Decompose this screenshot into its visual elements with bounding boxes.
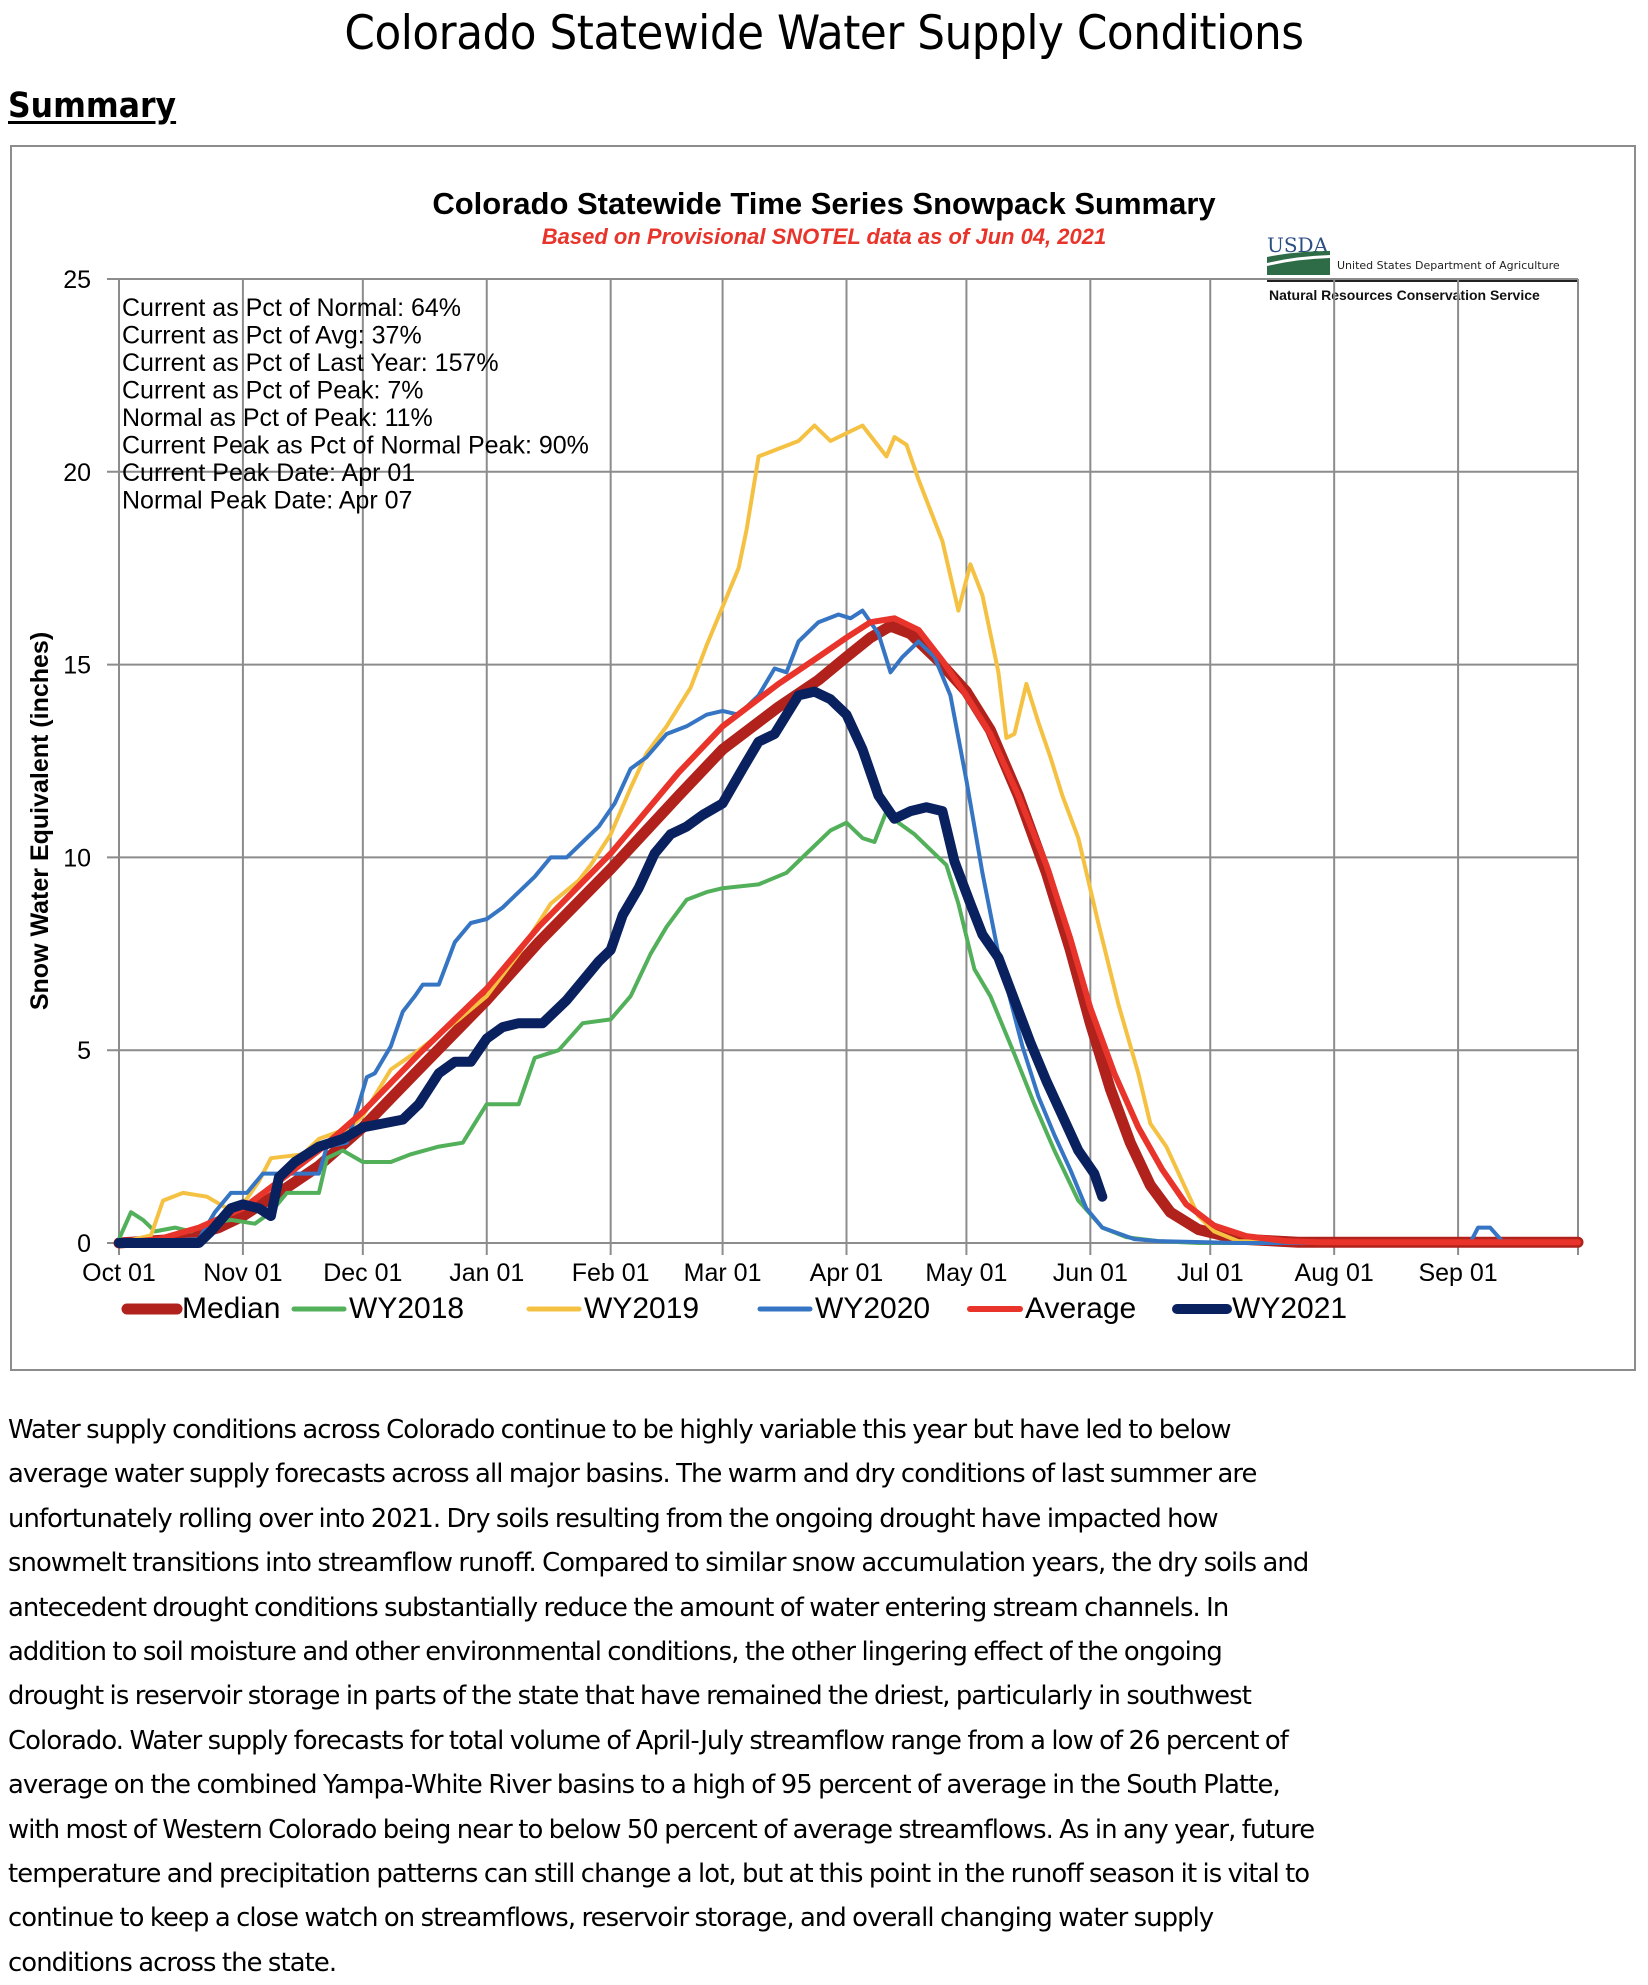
- chart-legend: Median WY2018 WY2019 WY2020 Average WY2021: [121, 1292, 1347, 1325]
- series-line-median: [113, 620, 1584, 1249]
- y-tick-label: 20: [63, 459, 91, 487]
- x-tick-label: Jan 01: [449, 1259, 524, 1287]
- usda-agency-name: United States Department of Agriculture: [1337, 259, 1560, 272]
- stat-line: Current Peak Date: Apr 01: [122, 459, 415, 487]
- paragraph-line: addition to soil moisture and other envi…: [8, 1637, 1223, 1668]
- y-tick-label: 0: [77, 1230, 91, 1258]
- x-tick-label: Aug 01: [1295, 1259, 1374, 1287]
- chart-title: Colorado Statewide Time Series Snowpack …: [432, 186, 1216, 221]
- series-line-wy2018: [117, 809, 1580, 1245]
- paragraph-line: drought is reservoir storage in parts of…: [8, 1681, 1252, 1712]
- series-line-wy2021: [114, 686, 1108, 1248]
- paragraph-line: Water supply conditions across Colorado …: [8, 1415, 1232, 1445]
- stat-line: Current Peak as Pct of Normal Peak: 90%: [122, 432, 589, 460]
- chart-canvas: Colorado Statewide Time Series Snowpack …: [26, 186, 1584, 1325]
- nrcs-service-name: Natural Resources Conservation Service: [1269, 287, 1540, 303]
- usda-field-icon: [1267, 258, 1330, 275]
- paragraph-line: Colorado. Water supply forecasts for tot…: [8, 1725, 1289, 1756]
- x-tick-label: May 01: [925, 1259, 1007, 1287]
- stat-line: Current as Pct of Last Year: 157%: [122, 349, 499, 377]
- paragraph-line: antecedent drought conditions substantia…: [8, 1592, 1229, 1623]
- stat-line: Current as Pct of Normal: 64%: [122, 294, 461, 322]
- y-tick-label: 10: [63, 844, 91, 872]
- chart-grid: [107, 278, 1579, 1255]
- x-tick-label: Jun 01: [1053, 1259, 1128, 1287]
- legend-label-wy2018: WY2018: [349, 1292, 464, 1325]
- y-axis-ticks: 0 5 10 15 20 25: [63, 266, 91, 1258]
- document-title: Colorado Statewide Water Supply Conditio…: [344, 6, 1304, 61]
- x-tick-label: Feb 01: [572, 1259, 650, 1287]
- paragraph-line: conditions across the state.: [8, 1947, 337, 1978]
- snowpack-chart: Colorado Statewide Time Series Snowpack …: [10, 145, 1636, 1371]
- x-tick-label: Apr 01: [810, 1259, 884, 1287]
- x-tick-label: Sep 01: [1418, 1259, 1497, 1287]
- legend-label-average: Average: [1025, 1292, 1136, 1325]
- legend-label-wy2021: WY2021: [1232, 1292, 1347, 1325]
- paragraph-line: with most of Western Colorado being near…: [8, 1814, 1315, 1845]
- stat-line: Normal as Pct of Peak: 11%: [122, 404, 433, 432]
- legend-label-median: Median: [182, 1292, 280, 1325]
- y-axis-title: Snow Water Equivalent (inches): [26, 632, 54, 1010]
- stat-line: Current as Pct of Avg: 37%: [122, 322, 422, 350]
- x-tick-label: Mar 01: [684, 1259, 762, 1287]
- paragraph-line: average on the combined Yampa-White Rive…: [8, 1770, 1281, 1801]
- y-tick-label: 15: [63, 652, 91, 680]
- paragraph-line: average water supply forecasts across al…: [8, 1459, 1257, 1490]
- paragraph-line: continue to keep a close watch on stream…: [8, 1903, 1214, 1934]
- x-tick-label: Dec 01: [323, 1259, 402, 1287]
- paragraph-line: unfortunately rolling over into 2021. Dr…: [8, 1503, 1219, 1534]
- usda-field-stripe-icon: [1267, 251, 1330, 263]
- x-tick-label: Nov 01: [203, 1259, 282, 1287]
- x-tick-label: Oct 01: [82, 1259, 156, 1287]
- series-line-wy2020: [117, 608, 1580, 1245]
- stat-line: Normal Peak Date: Apr 07: [122, 487, 412, 515]
- section-heading-summary: Summary: [8, 86, 177, 126]
- stat-line: Current as Pct of Peak: 7%: [122, 377, 424, 405]
- stats-annotations: Current as Pct of Normal: 64%Current as …: [122, 294, 589, 515]
- series-line-average: [116, 615, 1581, 1246]
- x-axis-ticks: Oct 01 Nov 01 Dec 01 Jan 01 Feb 01 Mar 01 Apr …: [82, 1259, 1498, 1287]
- usda-logo: USDA United States Department of Agricul…: [1267, 233, 1577, 303]
- legend-label-wy2020: WY2020: [815, 1292, 930, 1325]
- paragraph-line: snowmelt transitions into streamflow run…: [8, 1548, 1309, 1579]
- series-line-wy2019: [117, 423, 1580, 1245]
- y-tick-label: 25: [63, 266, 91, 294]
- x-tick-label: Jul 01: [1177, 1259, 1244, 1287]
- paragraph-line: temperature and precipitation patterns c…: [8, 1859, 1310, 1890]
- summary-paragraph: Water supply conditions across Colorado …: [8, 1408, 1640, 1985]
- legend-label-wy2019: WY2019: [584, 1292, 699, 1325]
- y-tick-label: 5: [77, 1037, 91, 1065]
- chart-series: [113, 423, 1584, 1249]
- chart-subtitle: Based on Provisional SNOTEL data as of J…: [542, 224, 1106, 249]
